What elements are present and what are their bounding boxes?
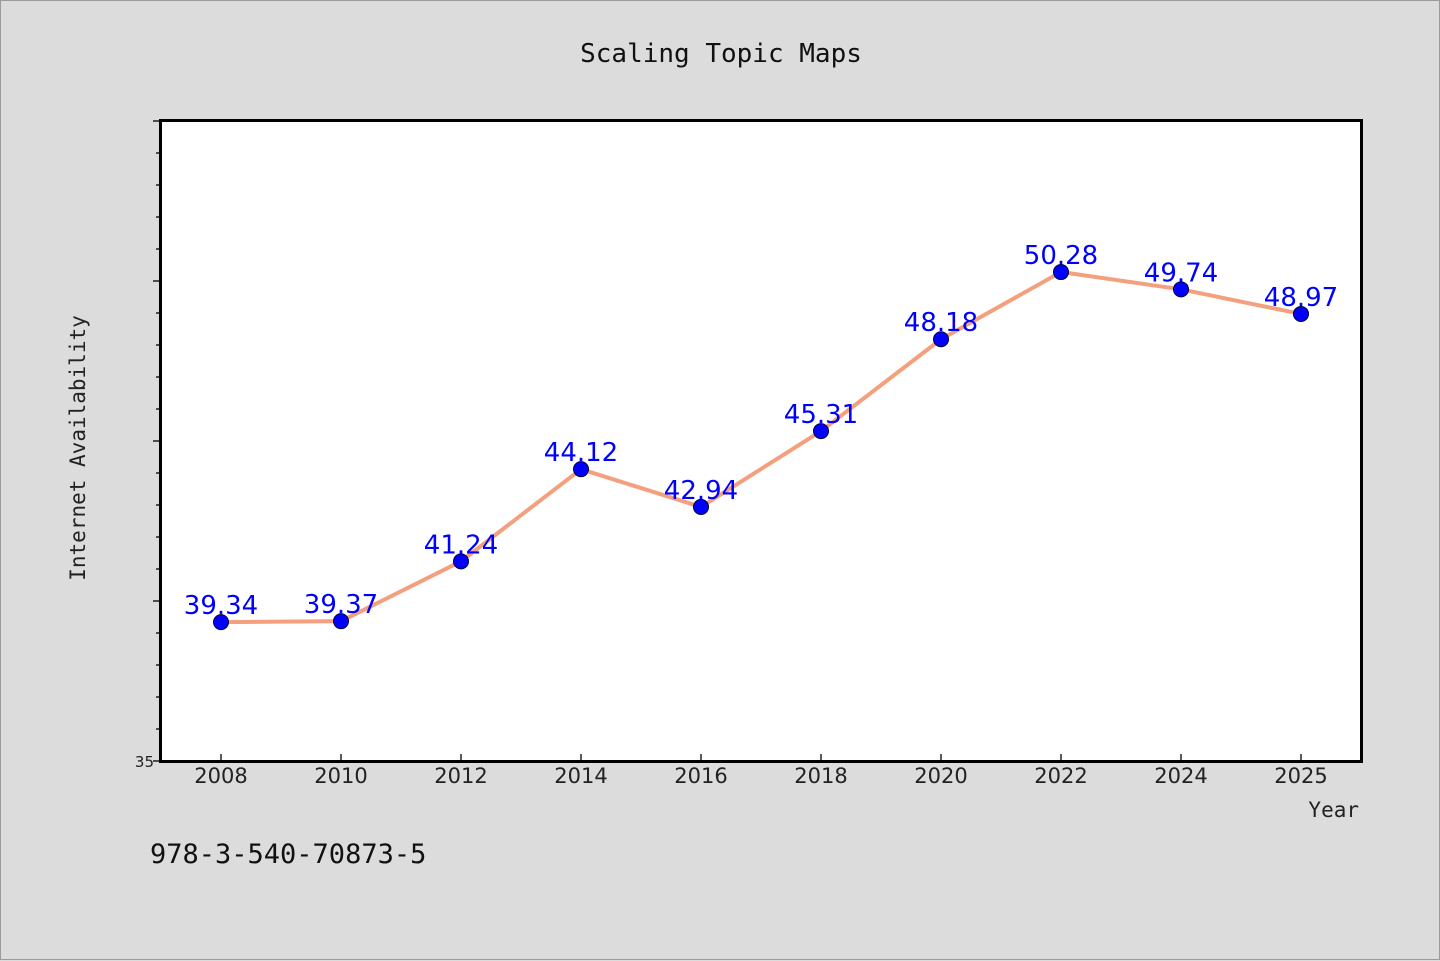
series-line — [220, 270, 1302, 625]
x-tick-label: 2010 — [314, 764, 367, 788]
data-label: 48.97 — [1264, 283, 1338, 313]
data-point — [333, 613, 349, 630]
chart-title: Scaling Topic Maps — [580, 39, 862, 69]
x-axis-ticks — [220, 754, 1302, 761]
x-tick-label: 2024 — [1154, 764, 1207, 788]
data-label: 41.24 — [424, 530, 498, 560]
data-label: 49.74 — [1144, 258, 1218, 288]
data-point — [1053, 264, 1069, 281]
data-point — [213, 614, 229, 631]
y-axis-label: Internet Availability — [66, 315, 90, 581]
x-tick-labels: 2008 2010 2012 2014 2016 2018 2020 2022 2024 2025 — [194, 764, 1327, 788]
x-tick-label: 2018 — [794, 764, 847, 788]
plot-area — [159, 119, 1363, 763]
data-point — [693, 498, 709, 515]
x-tick-label: 2014 — [554, 764, 607, 788]
footer-isbn: 978-3-540-70873-5 — [150, 839, 426, 870]
data-point — [573, 461, 589, 478]
x-axis-label: Year — [1308, 798, 1359, 822]
data-point — [933, 331, 949, 348]
data-label: 39.34 — [184, 591, 258, 621]
data-point — [813, 423, 829, 440]
data-label: 39.37 — [304, 590, 378, 620]
x-tick-label: 2025 — [1274, 764, 1327, 788]
data-label: 50.28 — [1024, 241, 1098, 271]
data-point — [1293, 305, 1309, 322]
x-tick-label: 2012 — [434, 764, 487, 788]
series-layer: 39.34 39.37 41.24 44.12 42.94 45.31 48.18 50.28… — [184, 241, 1338, 631]
x-tick-label: 2020 — [914, 764, 967, 788]
data-label: 44.12 — [544, 438, 618, 468]
x-tick-label: 2022 — [1034, 764, 1087, 788]
data-label: 48.18 — [904, 308, 978, 338]
data-point — [453, 553, 469, 570]
data-label: 45.31 — [784, 400, 858, 430]
y-tick-label-min: 35 — [135, 753, 154, 771]
data-label: 42.94 — [664, 476, 738, 506]
x-tick-label: 2016 — [674, 764, 727, 788]
data-point — [1173, 281, 1189, 298]
y-axis-ticks — [153, 120, 161, 762]
x-tick-label: 2008 — [194, 764, 247, 788]
